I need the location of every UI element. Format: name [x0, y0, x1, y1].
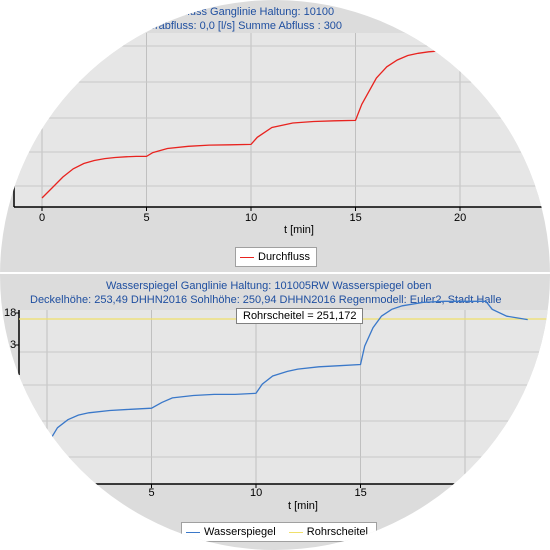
bottom-chart-x-axis-label: t [min] [288, 500, 318, 512]
series-durchfluss-line [41, 50, 440, 199]
bottom-chart-header-line2: Deckelhöhe: 253,49 DHHN2016 Sohlhöhe: 25… [30, 294, 502, 306]
bottom-chart-y-tick-3: 3 [10, 339, 17, 351]
legend-swatch-rohrscheitel [288, 531, 303, 533]
top-chart-x-axis-label: t [min] [284, 224, 314, 236]
bottom-chart-y-tick-18: 18 [4, 307, 17, 319]
top-chart-header-line1: Durchfluss Ganglinie Haltung: 10100 [155, 6, 335, 18]
legend-label-durchfluss: Durchfluss [258, 251, 310, 263]
top-chart-header-line2: Fremdwasserabfluss: 0,0 [l/s] Summe Abfl… [92, 20, 343, 32]
top-x-tick-label-0: 0 [39, 212, 46, 224]
chart-divider [0, 272, 550, 274]
legend-label-wasserspiegel: Wasserspiegel [204, 526, 276, 538]
legend-swatch-durchfluss [240, 256, 254, 258]
top-x-tick-label-10: 10 [245, 212, 258, 224]
bottom-x-tick-label-5: 5 [148, 487, 155, 499]
bottom-chart-header-line1: Wasserspiegel Ganglinie Haltung: 101005R… [106, 280, 432, 292]
top-x-tick-label-15: 15 [349, 212, 362, 224]
top-chart-plot-area [14, 33, 550, 207]
legend-label-rohrscheitel: Rohrscheitel [306, 526, 368, 538]
series-wasserspiegel-line [46, 300, 528, 446]
bottom-x-tick-label-15: 15 [354, 487, 367, 499]
rohrscheitel-annotation: Rohrscheitel = 251,172 [236, 308, 364, 324]
bottom-chart-plot-area [19, 310, 550, 484]
top-x-tick-label-5: 5 [143, 212, 150, 224]
bottom-chart-legend[interactable]: Wasserspiegel Rohrscheitel [181, 522, 377, 542]
top-x-tick-label-20: 20 [454, 212, 467, 224]
top-chart-legend[interactable]: Durchfluss [235, 247, 317, 267]
legend-swatch-wasserspiegel [186, 531, 200, 533]
bottom-x-tick-label-10: 10 [250, 487, 263, 499]
